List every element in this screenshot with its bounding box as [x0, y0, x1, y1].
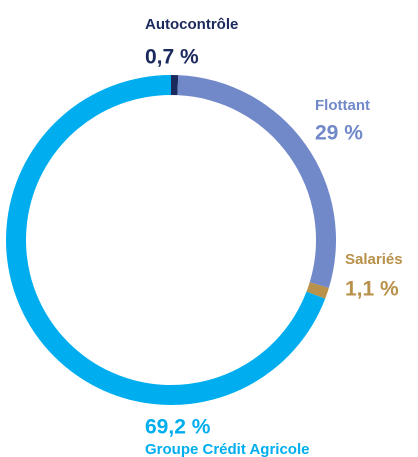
segment-value: 29 %: [315, 122, 363, 145]
segment-value: 69,2 %: [145, 416, 211, 439]
segment-name: Salariés: [345, 251, 403, 268]
donut-segment: [177, 75, 336, 289]
segment-name: Flottant: [315, 97, 370, 114]
segment-value: 0,7 %: [145, 46, 199, 69]
donut-segment: [306, 282, 329, 299]
segment-name: Autocontrôle: [145, 16, 238, 33]
segment-value: 1,1 %: [345, 278, 399, 301]
segment-name: Groupe Crédit Agricole: [145, 441, 309, 457]
donut-segment: [171, 75, 179, 96]
